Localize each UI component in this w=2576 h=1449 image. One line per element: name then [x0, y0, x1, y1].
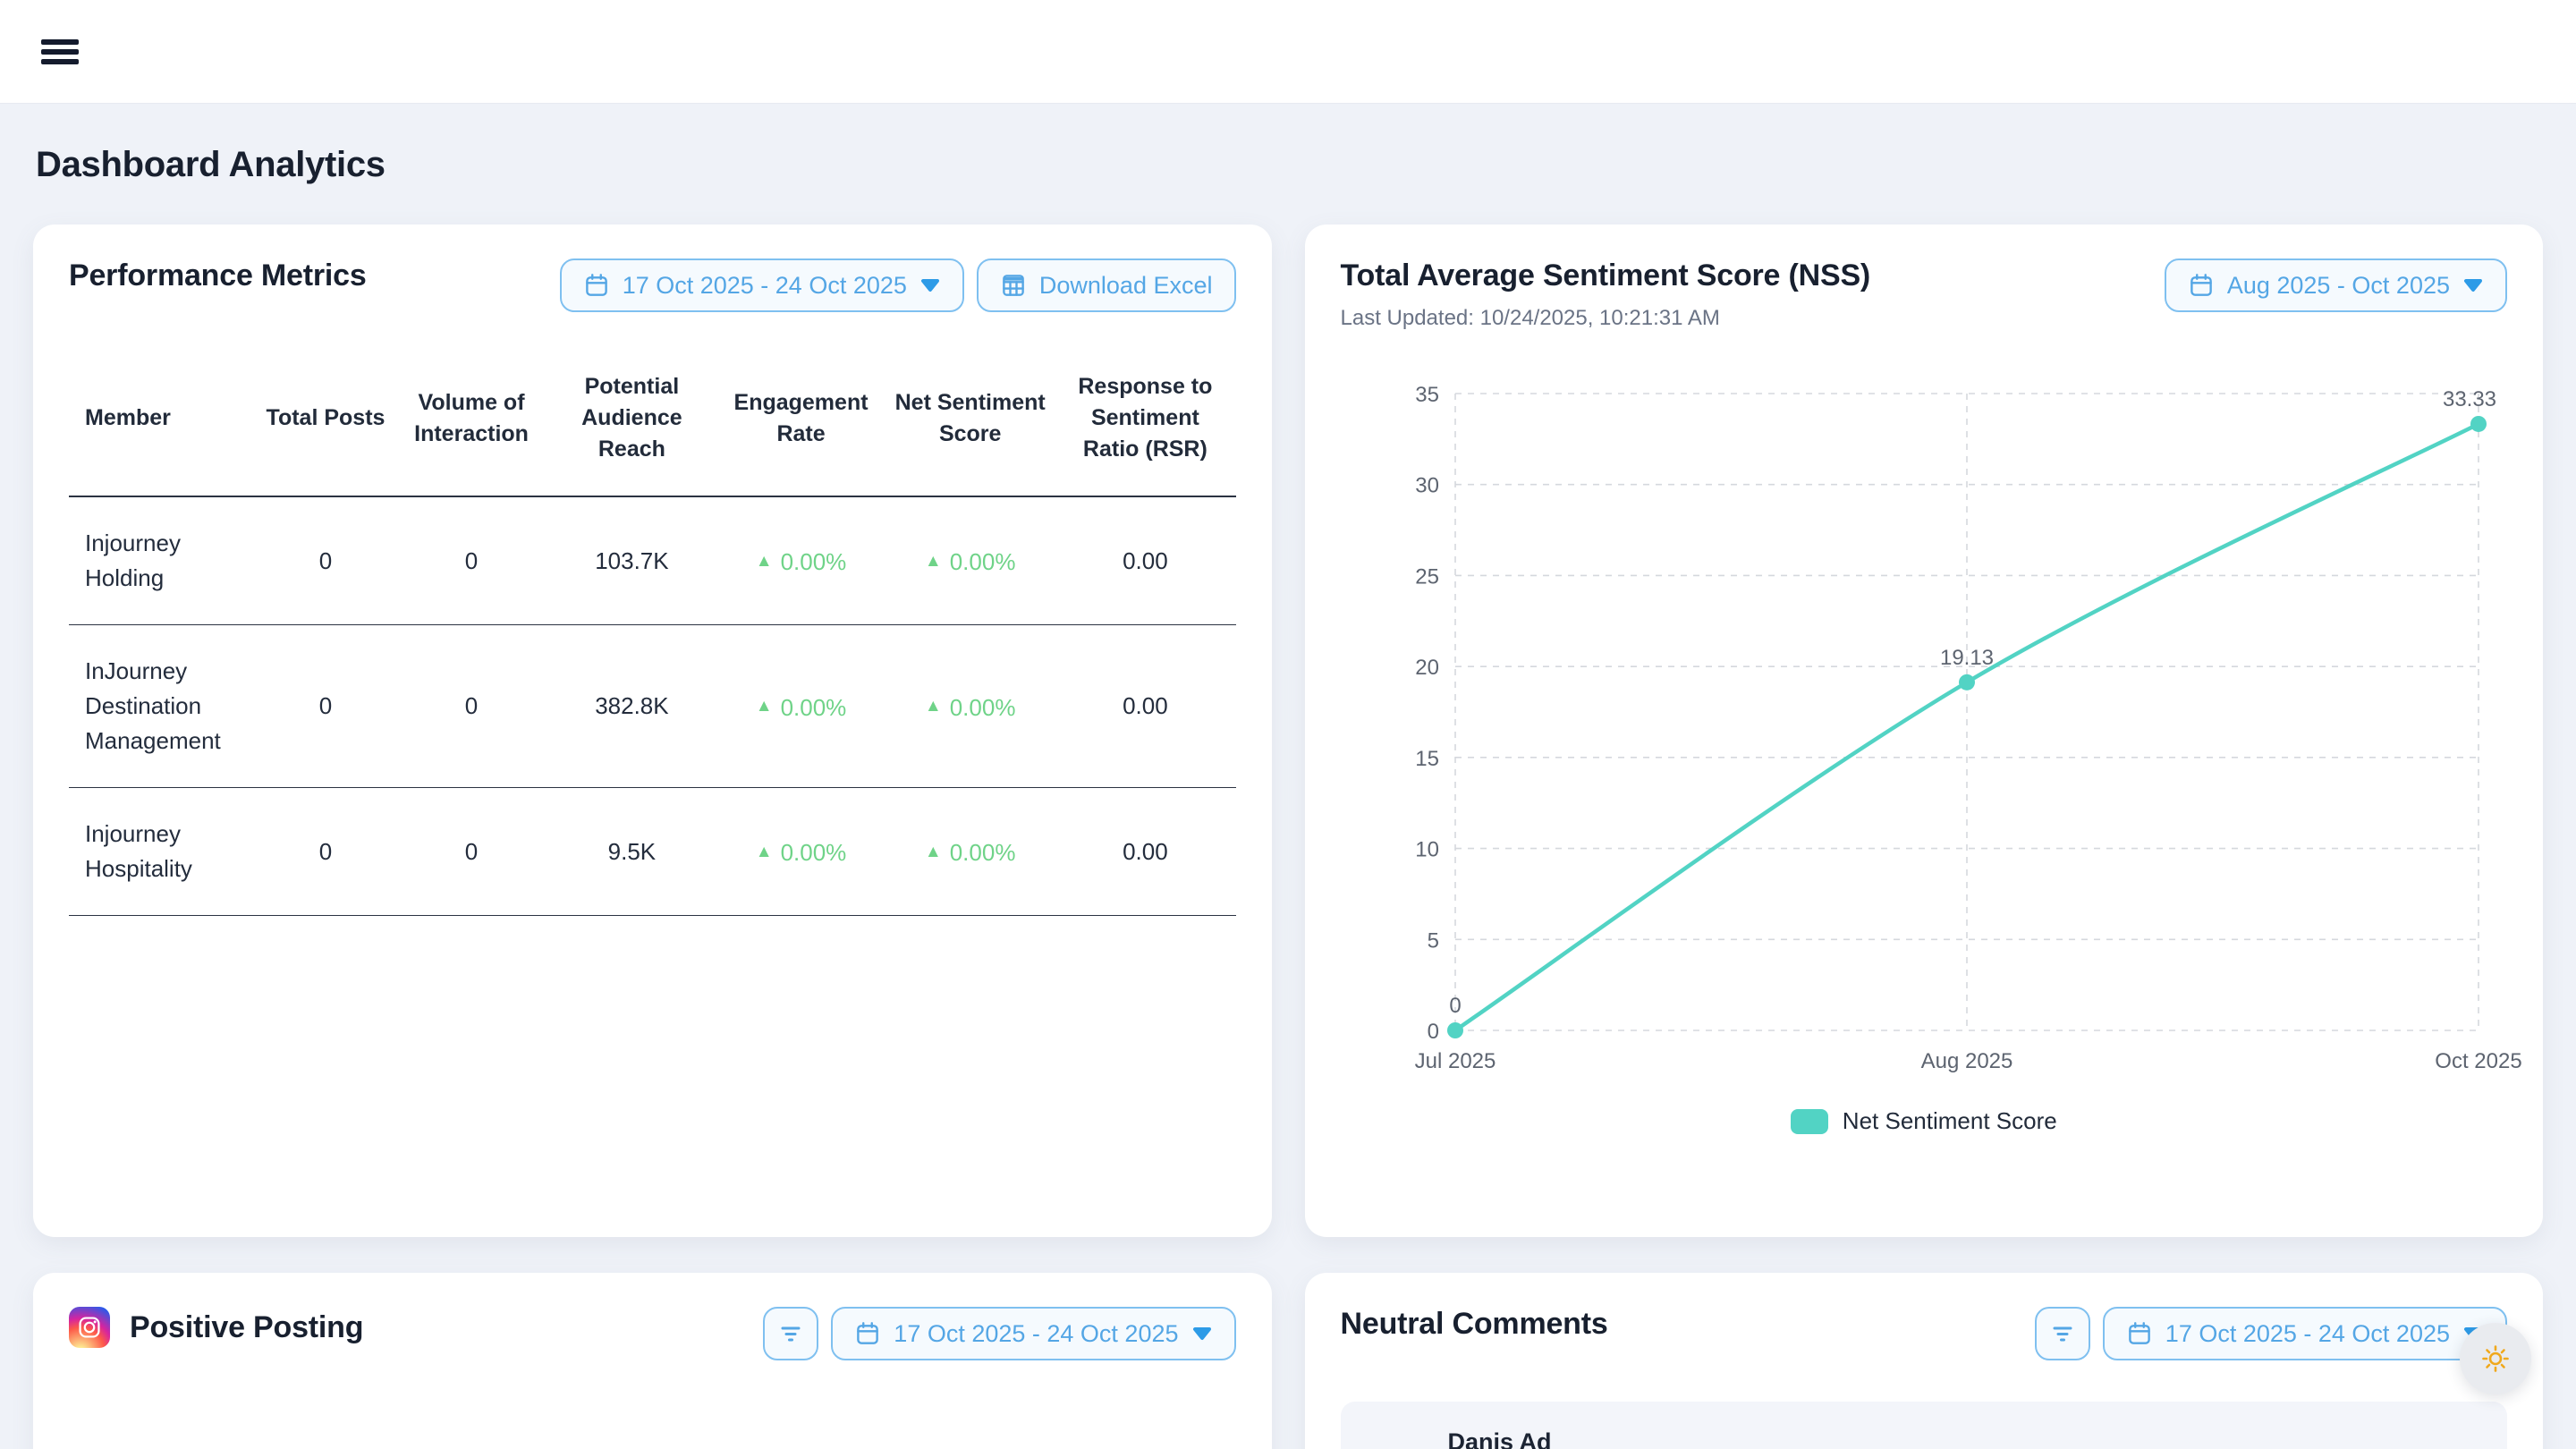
download-excel-button[interactable]: Download Excel	[976, 258, 1236, 312]
calendar-icon	[857, 1322, 879, 1344]
table-row: Injourney Holding 0 0 103.7K ▲ 0.00% ▲ 0.0…	[69, 496, 1236, 625]
nss-delta: ▲ 0.00%	[924, 693, 1016, 721]
col-volume: Volume of Interaction	[395, 348, 547, 497]
nss-line-chart: 0 5 10 15 20 25 30 35 Jul 2025 Aug 2025 Oct 2025 0 1…	[1341, 361, 2521, 1077]
nss-delta: ▲ 0.00%	[924, 548, 1016, 576]
svg-text:35: 35	[1415, 383, 1439, 407]
table-row: Injourney Hospitality 0 0 9.5K ▲ 0.00% ▲ 0…	[69, 787, 1236, 916]
positive-posting-filter-button[interactable]	[763, 1307, 819, 1360]
col-nss: Net Sentiment Score	[886, 348, 1055, 497]
menu-hamburger-button[interactable]	[41, 38, 79, 64]
calendar-icon	[585, 274, 607, 296]
svg-text:Jul 2025: Jul 2025	[1414, 1049, 1496, 1073]
sun-icon	[2482, 1345, 2509, 1372]
svg-text:Aug 2025: Aug 2025	[1920, 1049, 2012, 1073]
comment-card: Danis Ad	[1340, 1402, 2507, 1449]
engagement-delta: ▲ 0.00%	[755, 548, 847, 576]
nss-card: Total Average Sentiment Score (NSS) Last…	[1304, 225, 2543, 1237]
nss-date-range-button[interactable]: Aug 2025 - Oct 2025	[2164, 258, 2507, 312]
svg-text:10: 10	[1415, 838, 1439, 862]
cell-member: InJourney Destination Management	[69, 624, 256, 788]
neutral-comments-date-range-button[interactable]: 17 Oct 2025 - 24 Oct 2025	[2102, 1307, 2507, 1360]
nss-last-updated: Last Updated: 10/24/2025, 10:21:31 AM	[1340, 306, 1720, 330]
col-reach: Potential Audience Reach	[547, 348, 716, 497]
col-rsr: Response to Sentiment Ratio (RSR)	[1055, 348, 1236, 497]
performance-date-range-button[interactable]: 17 Oct 2025 - 24 Oct 2025	[559, 258, 964, 312]
filter-icon	[781, 1326, 801, 1342]
topbar	[0, 0, 2576, 104]
positive-posting-card: Positive Posting	[33, 1273, 1272, 1449]
svg-text:0: 0	[1449, 994, 1461, 1018]
table-grid-icon	[1003, 275, 1024, 296]
positive-posting-date-range-button[interactable]: 17 Oct 2025 - 24 Oct 2025	[831, 1307, 1236, 1360]
svg-text:33.33: 33.33	[2442, 387, 2496, 411]
col-total-posts: Total Posts	[255, 348, 396, 497]
nss-title: Total Average Sentiment Score (NSS)	[1340, 258, 1871, 292]
chevron-down-icon	[2464, 279, 2482, 292]
legend-label: Net Sentiment Score	[1842, 1107, 2057, 1134]
table-row: InJourney Destination Management 0 0 382…	[69, 624, 1236, 788]
page-title: Dashboard Analytics	[36, 145, 386, 184]
performance-metrics-card: Performance Metrics 17 Oct 2025 - 24 Oct…	[33, 225, 1272, 1237]
up-triangle-icon: ▲	[755, 551, 773, 571]
svg-text:25: 25	[1415, 564, 1439, 589]
up-triangle-icon: ▲	[924, 697, 942, 716]
table-header-row: Member Total Posts Volume of Interaction…	[69, 348, 1236, 497]
svg-text:15: 15	[1415, 747, 1439, 771]
performance-metrics-table: Member Total Posts Volume of Interaction…	[69, 348, 1236, 916]
up-triangle-icon: ▲	[755, 697, 773, 716]
svg-text:20: 20	[1415, 656, 1439, 680]
nss-delta: ▲ 0.00%	[924, 839, 1016, 867]
col-engagement: Engagement Rate	[716, 348, 886, 497]
instagram-icon	[69, 1307, 110, 1348]
positive-posting-date-range-label: 17 Oct 2025 - 24 Oct 2025	[894, 1319, 1179, 1347]
up-triangle-icon: ▲	[924, 842, 942, 861]
chevron-down-icon	[1192, 1327, 1211, 1340]
cell-member: Injourney Holding	[69, 496, 256, 625]
col-member: Member	[69, 348, 256, 497]
calendar-icon	[2190, 274, 2212, 296]
up-triangle-icon: ▲	[755, 842, 773, 861]
main-content: Dashboard Analytics Performance Metrics …	[0, 145, 2576, 1449]
calendar-icon	[2128, 1322, 2150, 1344]
cell-member: Injourney Hospitality	[69, 787, 256, 916]
theme-toggle-button[interactable]	[2460, 1323, 2531, 1394]
download-excel-label: Download Excel	[1038, 271, 1213, 299]
engagement-delta: ▲ 0.00%	[755, 839, 847, 867]
filter-icon	[2053, 1326, 2072, 1342]
performance-metrics-title: Performance Metrics	[69, 258, 367, 292]
performance-date-range-label: 17 Oct 2025 - 24 Oct 2025	[622, 271, 907, 299]
up-triangle-icon: ▲	[924, 551, 942, 571]
neutral-comments-title: Neutral Comments	[1340, 1307, 1608, 1341]
positive-posting-title: Positive Posting	[130, 1309, 364, 1344]
engagement-delta: ▲ 0.00%	[755, 693, 847, 721]
neutral-comments-date-range-label: 17 Oct 2025 - 24 Oct 2025	[2165, 1319, 2450, 1347]
svg-text:5: 5	[1427, 928, 1438, 953]
nss-date-range-label: Aug 2025 - Oct 2025	[2226, 271, 2450, 299]
hamburger-icon	[41, 38, 79, 45]
legend-swatch	[1790, 1108, 1828, 1134]
svg-text:19.13: 19.13	[1939, 646, 1993, 670]
neutral-comments-card: Neutral Comments	[1304, 1273, 2543, 1449]
svg-text:Oct 2025: Oct 2025	[2435, 1049, 2521, 1073]
neutral-comments-filter-button[interactable]	[2034, 1307, 2090, 1360]
svg-text:30: 30	[1415, 474, 1439, 498]
svg-text:0: 0	[1427, 1020, 1438, 1044]
chart-legend: Net Sentiment Score	[1341, 1107, 2508, 1135]
chevron-down-icon	[920, 279, 939, 292]
comment-author: Danis Ad	[1447, 1428, 1552, 1449]
